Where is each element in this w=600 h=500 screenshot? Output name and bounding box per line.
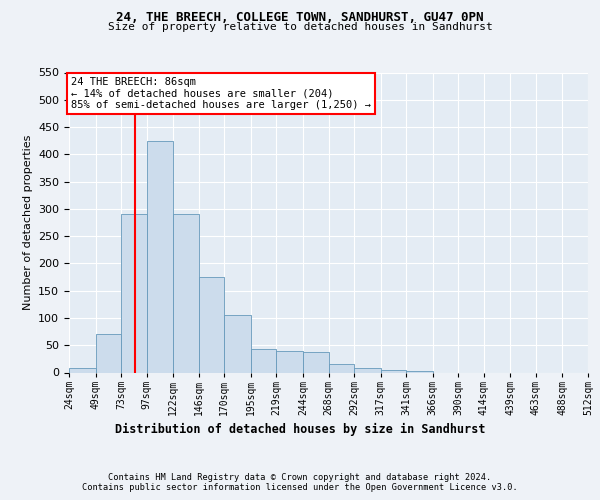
Bar: [329, 364, 354, 372]
Bar: [303, 352, 329, 372]
Bar: [173, 214, 199, 372]
Bar: [224, 315, 251, 372]
Bar: [354, 368, 380, 372]
Text: Distribution of detached houses by size in Sandhurst: Distribution of detached houses by size …: [115, 422, 485, 436]
Bar: [95, 334, 121, 372]
Text: Contains HM Land Registry data © Crown copyright and database right 2024.: Contains HM Land Registry data © Crown c…: [109, 472, 491, 482]
Text: 24, THE BREECH, COLLEGE TOWN, SANDHURST, GU47 0PN: 24, THE BREECH, COLLEGE TOWN, SANDHURST,…: [116, 11, 484, 24]
Bar: [380, 370, 406, 372]
Text: 24 THE BREECH: 86sqm
← 14% of detached houses are smaller (204)
85% of semi-deta: 24 THE BREECH: 86sqm ← 14% of detached h…: [71, 77, 371, 110]
Bar: [277, 350, 303, 372]
Bar: [69, 368, 95, 372]
Text: Contains public sector information licensed under the Open Government Licence v3: Contains public sector information licen…: [82, 482, 518, 492]
Bar: [251, 349, 277, 372]
Y-axis label: Number of detached properties: Number of detached properties: [23, 135, 32, 310]
Bar: [146, 140, 173, 372]
Bar: [199, 277, 224, 372]
Text: Size of property relative to detached houses in Sandhurst: Size of property relative to detached ho…: [107, 22, 493, 32]
Bar: [121, 214, 146, 372]
